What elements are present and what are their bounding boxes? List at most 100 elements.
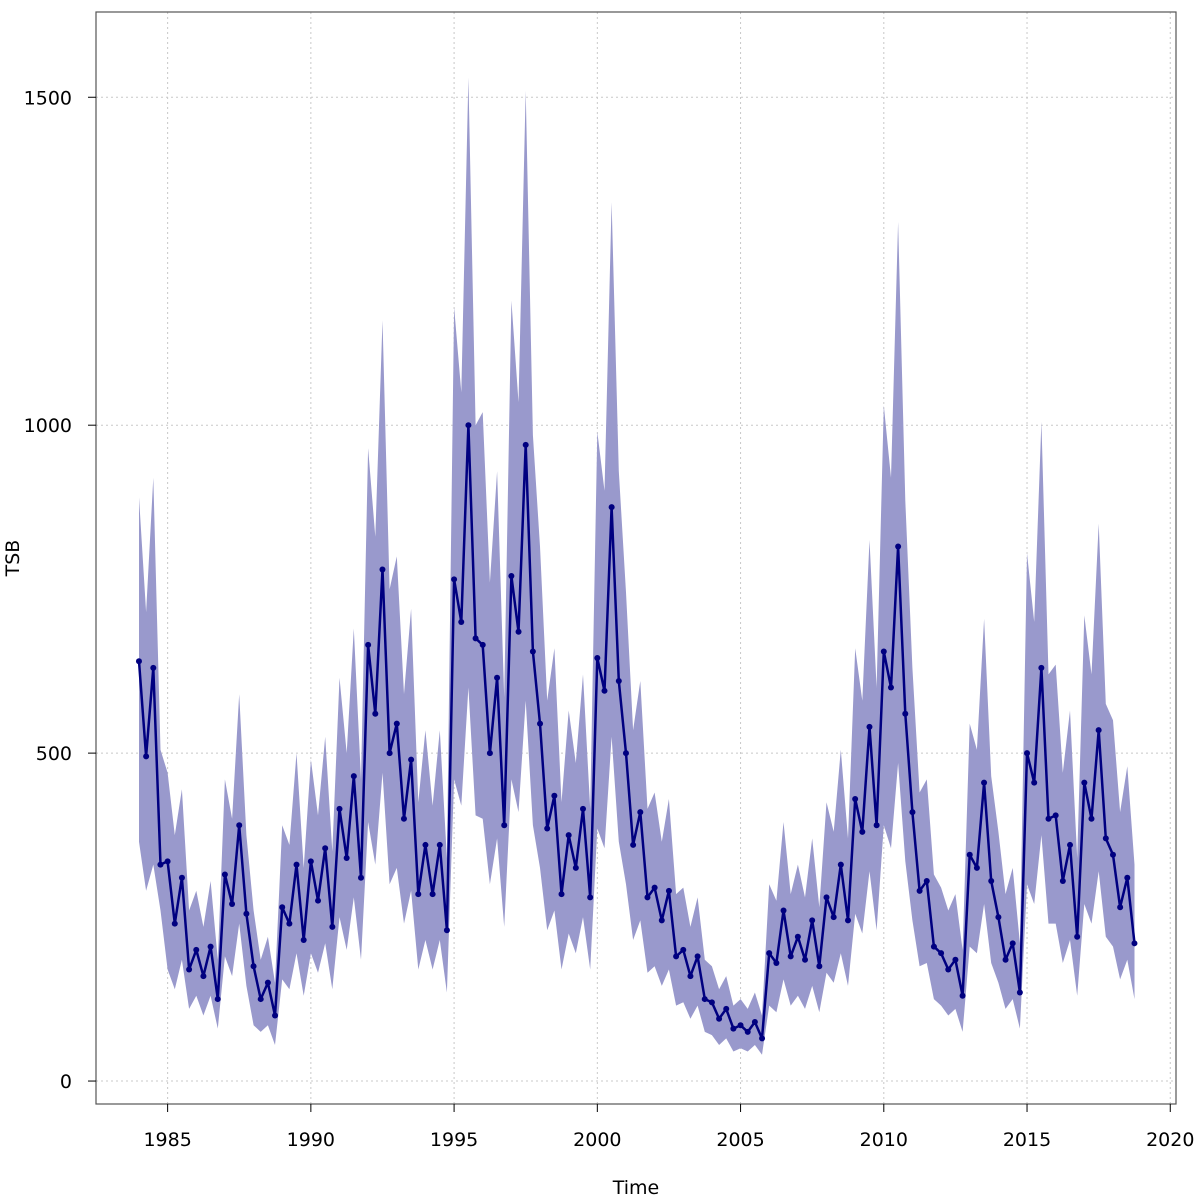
data-point (930, 943, 937, 950)
data-point (143, 753, 150, 760)
data-point (716, 1015, 723, 1022)
data-point (357, 874, 364, 881)
data-point (150, 664, 157, 671)
data-point (1131, 940, 1138, 947)
data-point (630, 841, 637, 848)
data-point (214, 996, 221, 1003)
x-tick-label: 1995 (430, 1129, 478, 1151)
y-tick-label: 1500 (24, 87, 72, 109)
data-point (572, 864, 579, 871)
data-point (723, 1005, 730, 1012)
data-point (601, 687, 608, 694)
data-point (1081, 779, 1088, 786)
data-point (981, 779, 988, 786)
data-point (859, 828, 866, 835)
data-point (257, 996, 264, 1003)
data-point (923, 878, 930, 885)
data-point (164, 858, 171, 865)
data-point (221, 871, 228, 878)
data-point (665, 887, 672, 894)
data-point (751, 1019, 758, 1026)
data-point (408, 756, 415, 763)
data-point (852, 796, 859, 803)
data-point (178, 874, 185, 881)
data-point (1031, 779, 1038, 786)
data-point (565, 832, 572, 839)
data-point (587, 894, 594, 901)
data-point (157, 861, 164, 868)
data-point (171, 920, 178, 927)
data-point (544, 825, 551, 832)
data-point (823, 894, 830, 901)
x-tick-label: 1990 (287, 1129, 335, 1151)
data-point (701, 996, 708, 1003)
data-point (465, 422, 472, 429)
data-point (1074, 933, 1081, 940)
data-point (651, 884, 658, 891)
data-point (1052, 812, 1059, 819)
data-point (551, 792, 558, 799)
y-axis-title: TSB (2, 540, 24, 578)
data-point (1095, 727, 1102, 734)
plot-frame (95, 11, 1177, 1105)
data-point (1002, 956, 1009, 963)
data-point (1117, 904, 1124, 911)
data-point (866, 723, 873, 730)
x-tick-label: 2015 (1003, 1129, 1051, 1151)
data-point (687, 973, 694, 980)
data-point (443, 927, 450, 934)
data-point (229, 900, 236, 907)
data-point (279, 904, 286, 911)
data-point (501, 822, 508, 829)
x-tick-label: 2000 (573, 1129, 621, 1151)
data-point (515, 628, 522, 635)
data-point (343, 855, 350, 862)
data-point (1059, 878, 1066, 885)
x-tick-label: 2005 (716, 1129, 764, 1151)
data-point (494, 674, 501, 681)
data-point (909, 809, 916, 816)
data-point (1009, 940, 1016, 947)
data-point (522, 441, 529, 448)
data-point (286, 920, 293, 927)
data-point (916, 887, 923, 894)
data-point (966, 851, 973, 858)
data-point (1124, 874, 1131, 881)
data-point (708, 999, 715, 1006)
data-point (694, 953, 701, 960)
data-point (637, 809, 644, 816)
data-point (243, 910, 250, 917)
data-point (873, 822, 880, 829)
data-point (436, 841, 443, 848)
data-points (135, 422, 1138, 1042)
data-point (400, 815, 407, 822)
data-point (830, 914, 837, 921)
data-point (558, 891, 565, 898)
data-point (580, 805, 587, 812)
data-point (293, 861, 300, 868)
data-point (644, 894, 651, 901)
data-point (207, 943, 214, 950)
y-tick-label: 500 (36, 743, 72, 765)
data-point (1045, 815, 1052, 822)
data-point (766, 950, 773, 957)
data-point (322, 845, 329, 852)
x-tick-label: 1985 (143, 1129, 191, 1151)
data-point (272, 1012, 279, 1019)
data-point (350, 773, 357, 780)
data-point (329, 923, 336, 930)
series-line-tsb (137, 423, 1136, 1040)
data-point (415, 891, 422, 898)
data-point (393, 720, 400, 727)
data-point (938, 950, 945, 957)
x-tick-label: 2020 (1146, 1129, 1194, 1151)
data-point (479, 641, 486, 648)
data-point (135, 658, 142, 665)
data-point (1088, 815, 1095, 822)
data-point (744, 1028, 751, 1035)
data-point (608, 504, 615, 511)
data-point (780, 907, 787, 914)
data-point (1038, 664, 1045, 671)
data-point (300, 937, 307, 944)
